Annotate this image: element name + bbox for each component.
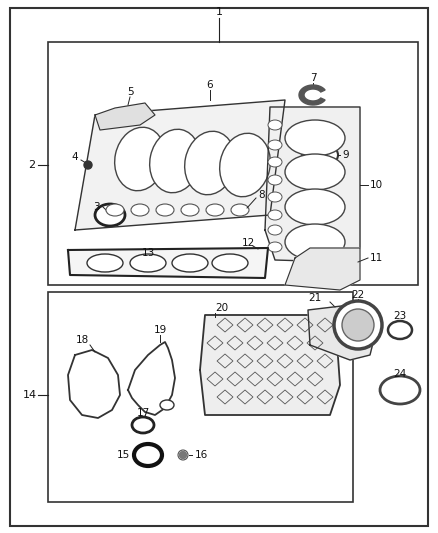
Polygon shape bbox=[265, 107, 360, 262]
Text: 18: 18 bbox=[75, 335, 88, 345]
Polygon shape bbox=[308, 305, 375, 360]
Text: 16: 16 bbox=[195, 450, 208, 460]
Ellipse shape bbox=[268, 210, 282, 220]
Ellipse shape bbox=[285, 154, 345, 190]
Ellipse shape bbox=[87, 254, 123, 272]
Ellipse shape bbox=[134, 444, 162, 466]
Text: 11: 11 bbox=[370, 253, 383, 263]
Polygon shape bbox=[75, 100, 285, 230]
Ellipse shape bbox=[380, 376, 420, 404]
Polygon shape bbox=[95, 103, 155, 130]
Ellipse shape bbox=[285, 224, 345, 260]
Ellipse shape bbox=[212, 254, 248, 272]
Text: 13: 13 bbox=[141, 248, 155, 258]
Ellipse shape bbox=[181, 204, 199, 216]
Text: 17: 17 bbox=[136, 408, 150, 418]
Ellipse shape bbox=[231, 204, 249, 216]
Ellipse shape bbox=[150, 130, 200, 193]
Ellipse shape bbox=[268, 175, 282, 185]
Text: 19: 19 bbox=[153, 325, 166, 335]
Ellipse shape bbox=[95, 204, 125, 226]
Text: 20: 20 bbox=[215, 303, 228, 313]
Ellipse shape bbox=[268, 140, 282, 150]
Ellipse shape bbox=[388, 321, 412, 339]
Polygon shape bbox=[68, 248, 268, 278]
Circle shape bbox=[84, 161, 92, 169]
Polygon shape bbox=[200, 315, 340, 415]
Text: 14: 14 bbox=[23, 390, 37, 400]
Text: 8: 8 bbox=[258, 190, 265, 200]
Ellipse shape bbox=[130, 254, 166, 272]
Text: 5: 5 bbox=[127, 87, 133, 97]
Ellipse shape bbox=[156, 204, 174, 216]
Polygon shape bbox=[285, 248, 360, 290]
Text: 1: 1 bbox=[215, 7, 223, 17]
Ellipse shape bbox=[285, 120, 345, 156]
Text: 12: 12 bbox=[242, 238, 255, 248]
Ellipse shape bbox=[285, 189, 345, 225]
Ellipse shape bbox=[160, 400, 174, 410]
Text: 2: 2 bbox=[28, 160, 35, 170]
Text: 9: 9 bbox=[342, 150, 349, 160]
Ellipse shape bbox=[268, 225, 282, 235]
Text: 7: 7 bbox=[310, 73, 316, 83]
Text: 21: 21 bbox=[308, 293, 321, 303]
Ellipse shape bbox=[302, 143, 338, 167]
Ellipse shape bbox=[206, 204, 224, 216]
Ellipse shape bbox=[131, 204, 149, 216]
Ellipse shape bbox=[132, 417, 154, 433]
Text: 22: 22 bbox=[351, 290, 364, 300]
Ellipse shape bbox=[115, 127, 165, 191]
Ellipse shape bbox=[172, 254, 208, 272]
Bar bbox=[48, 292, 353, 502]
Text: 24: 24 bbox=[393, 369, 406, 379]
Text: 3: 3 bbox=[93, 202, 100, 212]
Ellipse shape bbox=[268, 192, 282, 202]
Text: 4: 4 bbox=[71, 152, 78, 162]
Text: 23: 23 bbox=[393, 311, 406, 321]
Ellipse shape bbox=[268, 120, 282, 130]
Ellipse shape bbox=[268, 242, 282, 252]
Text: 10: 10 bbox=[370, 180, 383, 190]
Text: 15: 15 bbox=[117, 450, 130, 460]
Bar bbox=[48, 42, 418, 285]
Ellipse shape bbox=[220, 133, 270, 197]
Ellipse shape bbox=[334, 301, 382, 349]
Text: 6: 6 bbox=[207, 80, 213, 90]
Ellipse shape bbox=[185, 131, 235, 195]
Ellipse shape bbox=[342, 309, 374, 341]
Circle shape bbox=[180, 451, 187, 458]
Ellipse shape bbox=[268, 157, 282, 167]
Polygon shape bbox=[299, 85, 325, 105]
Ellipse shape bbox=[106, 204, 124, 216]
